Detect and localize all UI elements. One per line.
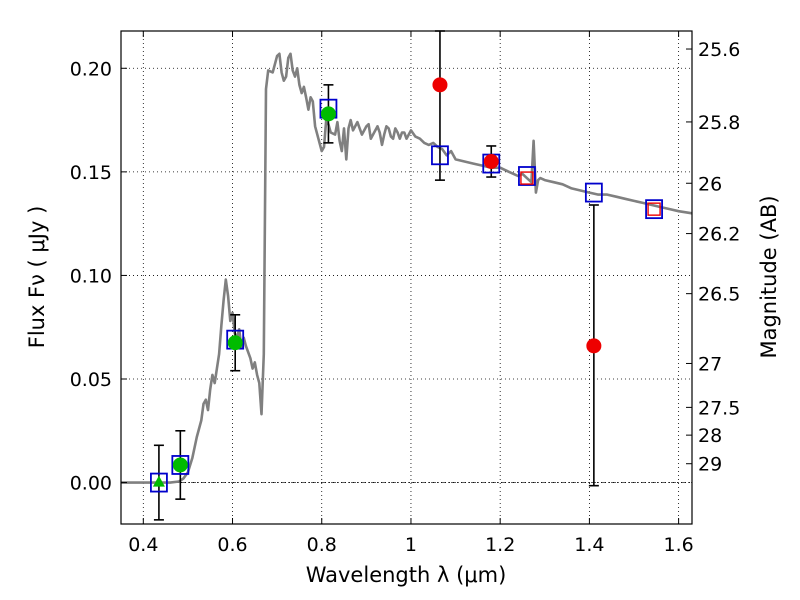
observed-point-red (586, 338, 602, 354)
y-tick-label: 0.05 (70, 369, 112, 391)
y-tick-label: 0.10 (70, 265, 112, 287)
x-tick-label: 0.6 (217, 534, 247, 556)
plot-frame (120, 30, 693, 525)
right-tick-label: 25.8 (698, 112, 740, 134)
plot-area (121, 31, 692, 524)
observed-point-green (227, 335, 243, 351)
x-tick-label: 1.2 (485, 534, 515, 556)
axis-ticks: 0.4 0.6 0.8 1 1.2 1.4 1.6 0.00 0.05 0.10 0.15 0.20 2… (70, 31, 740, 556)
model-square (584, 182, 603, 203)
y-tick-label: 0.20 (70, 58, 112, 80)
small-red-square (647, 202, 661, 216)
observed-point-red (483, 154, 499, 169)
x-tick-label: 0.4 (128, 534, 158, 556)
x-tick-label: 1.6 (664, 534, 694, 556)
y-tick-label: 0.15 (70, 162, 112, 184)
right-tick-label: 26 (698, 173, 722, 195)
x-tick-label: 0.8 (307, 534, 337, 556)
y-tick-label: 0.00 (70, 473, 112, 495)
y-axis-label: Flux Fν ( μJy ) (25, 206, 49, 349)
right-tick-label: 25.6 (698, 39, 740, 61)
small-red-square (520, 171, 534, 185)
model-square (645, 199, 663, 220)
right-tick-label: 26.2 (698, 224, 740, 246)
y-axis-right-label: Magnitude (AB) (757, 195, 781, 358)
right-tick-label: 29 (698, 454, 722, 476)
x-tick-label: 1.4 (574, 534, 604, 556)
right-tick-label: 28 (698, 425, 722, 447)
data-marks (150, 30, 663, 521)
model-square (431, 145, 449, 166)
model-square (171, 455, 190, 475)
observed-point-green (172, 457, 188, 473)
x-axis-label: Wavelength λ (μm) (306, 563, 507, 587)
model-square (150, 472, 168, 493)
right-tick-label: 26.5 (698, 284, 740, 306)
x-tick-label: 1 (405, 534, 417, 556)
model-square (518, 166, 536, 186)
right-tick-label: 27.5 (698, 397, 740, 419)
observed-point-red (432, 77, 448, 93)
observed-point-green (320, 106, 336, 122)
right-tick-label: 27 (698, 353, 722, 375)
observed-triangle (152, 475, 165, 487)
